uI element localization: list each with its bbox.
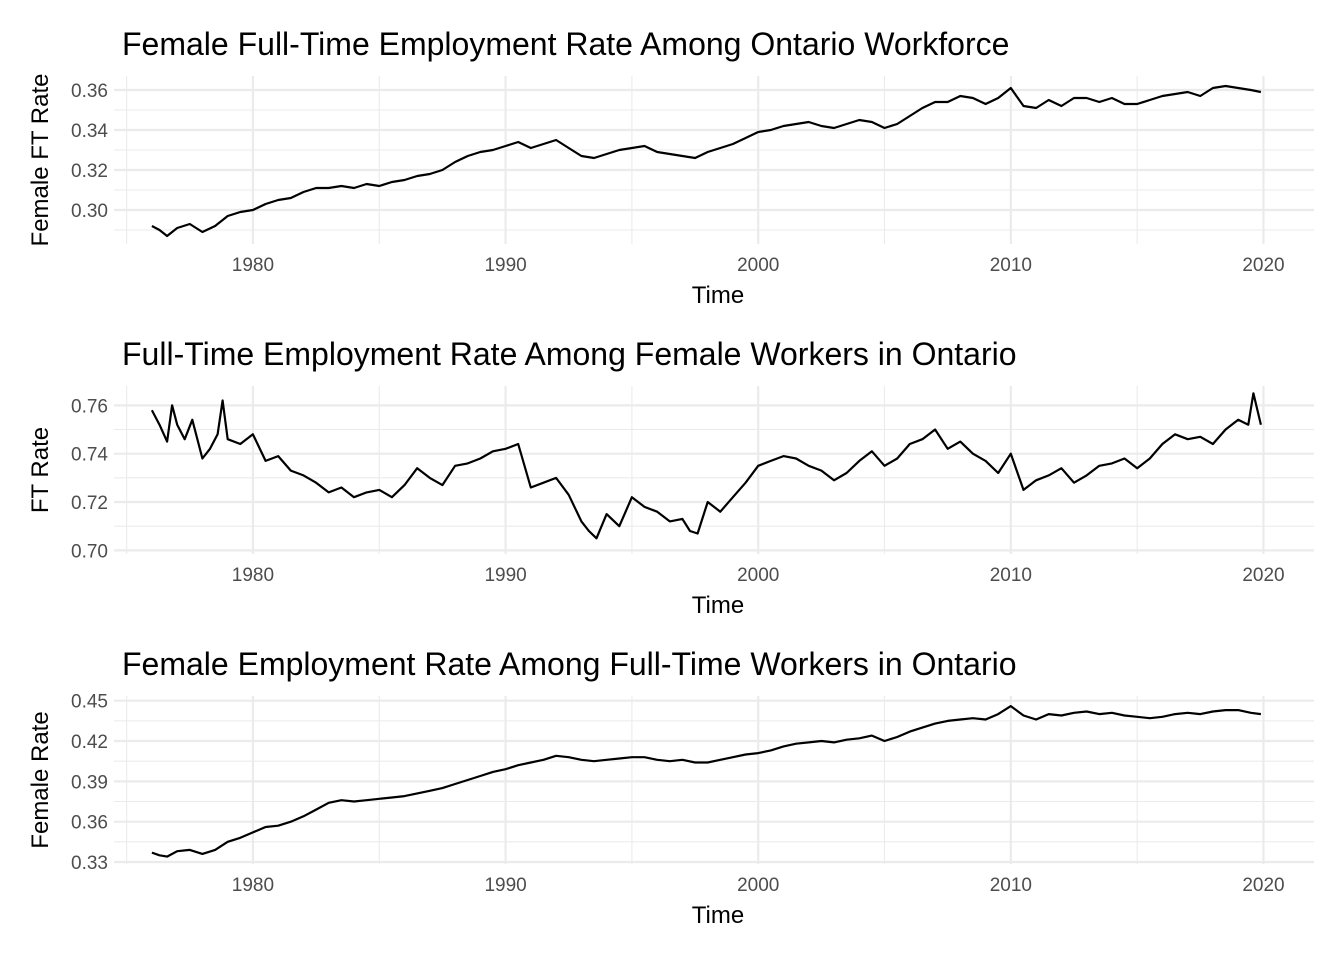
panel-3: 1980 1990 2000 2010 2020 0.33 0.36 0.39 0.42 0.45… — [27, 646, 1314, 929]
chart-title: Female Employment Rate Among Full-Time W… — [122, 646, 1017, 682]
x-tick-label: 2020 — [1242, 875, 1284, 896]
x-tick-label: 2000 — [737, 255, 779, 276]
x-tick-label: 1980 — [232, 255, 274, 276]
series-line-1 — [151, 84, 1262, 238]
y-tick-label: 0.70 — [71, 541, 108, 562]
y-tick-label: 0.74 — [71, 445, 108, 466]
y-axis-title: Female Rate — [27, 711, 54, 848]
x-axis-title: Time — [692, 592, 744, 619]
x-tick-label: 2010 — [990, 565, 1032, 586]
y-tick-label: 0.36 — [71, 813, 108, 834]
x-tick-label: 1980 — [232, 565, 274, 586]
y-axis-title: FT Rate — [27, 427, 54, 513]
series-line-1 — [150, 392, 1262, 540]
x-axis-title: Time — [692, 282, 744, 309]
y-tick-label: 0.32 — [71, 161, 108, 182]
panel-2: 1980 1990 2000 2010 2020 0.70 0.72 0.74 0.76 Full… — [27, 336, 1314, 619]
x-tick-label: 1990 — [484, 875, 526, 896]
x-tick-label: 1990 — [484, 565, 526, 586]
y-tick-label: 0.36 — [71, 81, 108, 102]
y-tick-label: 0.72 — [71, 493, 108, 514]
x-tick-label: 1990 — [484, 255, 526, 276]
x-tick-label: 2000 — [737, 565, 779, 586]
x-tick-label: 2020 — [1242, 255, 1284, 276]
panel-1: 1980 1990 2000 2010 2020 0.30 0.32 0.34 0.36 Fema… — [27, 26, 1314, 309]
y-axis-title: Female FT Rate — [27, 74, 54, 247]
chart-title: Female Full-Time Employment Rate Among O… — [122, 26, 1009, 62]
x-tick-label: 2000 — [737, 875, 779, 896]
x-tick-label: 1980 — [232, 875, 274, 896]
series-line-1 — [151, 704, 1262, 858]
y-tick-label: 0.45 — [71, 692, 108, 713]
y-tick-label: 0.76 — [71, 396, 108, 417]
x-tick-label: 2020 — [1242, 565, 1284, 586]
chart-title: Full-Time Employment Rate Among Female W… — [122, 336, 1017, 372]
y-tick-label: 0.33 — [71, 853, 108, 874]
y-tick-label: 0.34 — [71, 121, 108, 142]
x-axis-title: Time — [692, 902, 744, 929]
x-tick-label: 2010 — [990, 875, 1032, 896]
x-tick-label: 2010 — [990, 255, 1032, 276]
y-tick-label: 0.42 — [71, 732, 108, 753]
y-tick-label: 0.39 — [71, 772, 108, 793]
y-tick-label: 0.30 — [71, 201, 108, 222]
